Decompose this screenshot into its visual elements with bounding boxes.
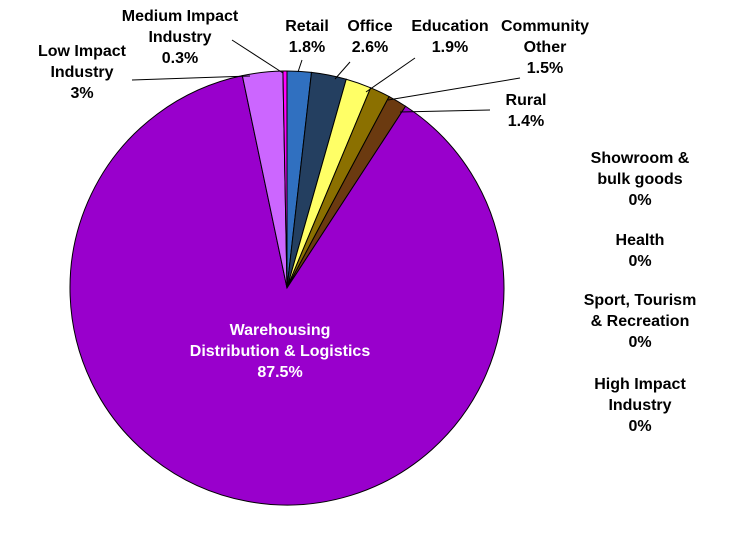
slice-label: Low Impact Industry 3%: [27, 41, 137, 104]
slice-value: 2.6%: [351, 39, 389, 56]
slice-name: Low Impact Industry: [37, 43, 126, 81]
leader-line: [231, 39, 284, 74]
slice-label: Retail 1.8%: [272, 16, 342, 58]
slice-value: 0%: [628, 253, 652, 270]
slice-label: High Impact Industry 0%: [578, 374, 703, 437]
slice-name: Rural: [505, 92, 547, 109]
slice-label: Medium Impact Industry 0.3%: [105, 6, 255, 69]
slice-name: Education: [411, 18, 489, 35]
slice-value: 0.3%: [161, 50, 199, 67]
slice-name: Retail: [285, 18, 329, 35]
slice-value: 1.5%: [526, 60, 564, 77]
pie-slice: [282, 70, 288, 289]
slice-name: Warehousing Distribution & Logistics: [189, 322, 371, 360]
leader-line: [399, 109, 491, 113]
slice-value: 87.5%: [257, 364, 303, 381]
leader-line: [131, 75, 251, 81]
slice-label: Rural 1.4%: [491, 90, 561, 132]
slice-value: 1.9%: [431, 39, 469, 56]
slice-label: Office 2.6%: [335, 16, 405, 58]
slice-value: 0%: [628, 192, 652, 209]
slice-label: Showroom & bulk goods 0%: [585, 148, 695, 211]
slice-name: Showroom & bulk goods: [590, 150, 690, 188]
leader-line: [387, 77, 521, 101]
leader-line: [334, 61, 351, 80]
slice-value: 1.8%: [288, 39, 326, 56]
slice-value: 1.4%: [507, 113, 545, 130]
pie-slice: [69, 75, 505, 506]
slice-label: Education 1.9%: [400, 16, 500, 58]
slice-value: 0%: [628, 334, 652, 351]
leader-line: [297, 59, 303, 73]
slice-name: Medium Impact Industry: [121, 8, 239, 46]
slice-value: 3%: [70, 85, 94, 102]
slice-name: Community Other: [501, 18, 589, 56]
slice-name: Sport, Tourism & Recreation: [583, 292, 697, 330]
slice-label: Warehousing Distribution & Logistics 87.5…: [186, 320, 374, 383]
slice-value: 0%: [628, 418, 652, 435]
slice-label: Sport, Tourism & Recreation 0%: [578, 290, 703, 353]
slice-name: Office: [347, 18, 393, 35]
leader-line: [365, 57, 416, 93]
slice-name: Health: [615, 232, 665, 249]
slice-name: High Impact Industry: [594, 376, 686, 414]
slice-label: Health 0%: [585, 230, 695, 272]
slice-label: Community Other 1.5%: [495, 16, 595, 79]
